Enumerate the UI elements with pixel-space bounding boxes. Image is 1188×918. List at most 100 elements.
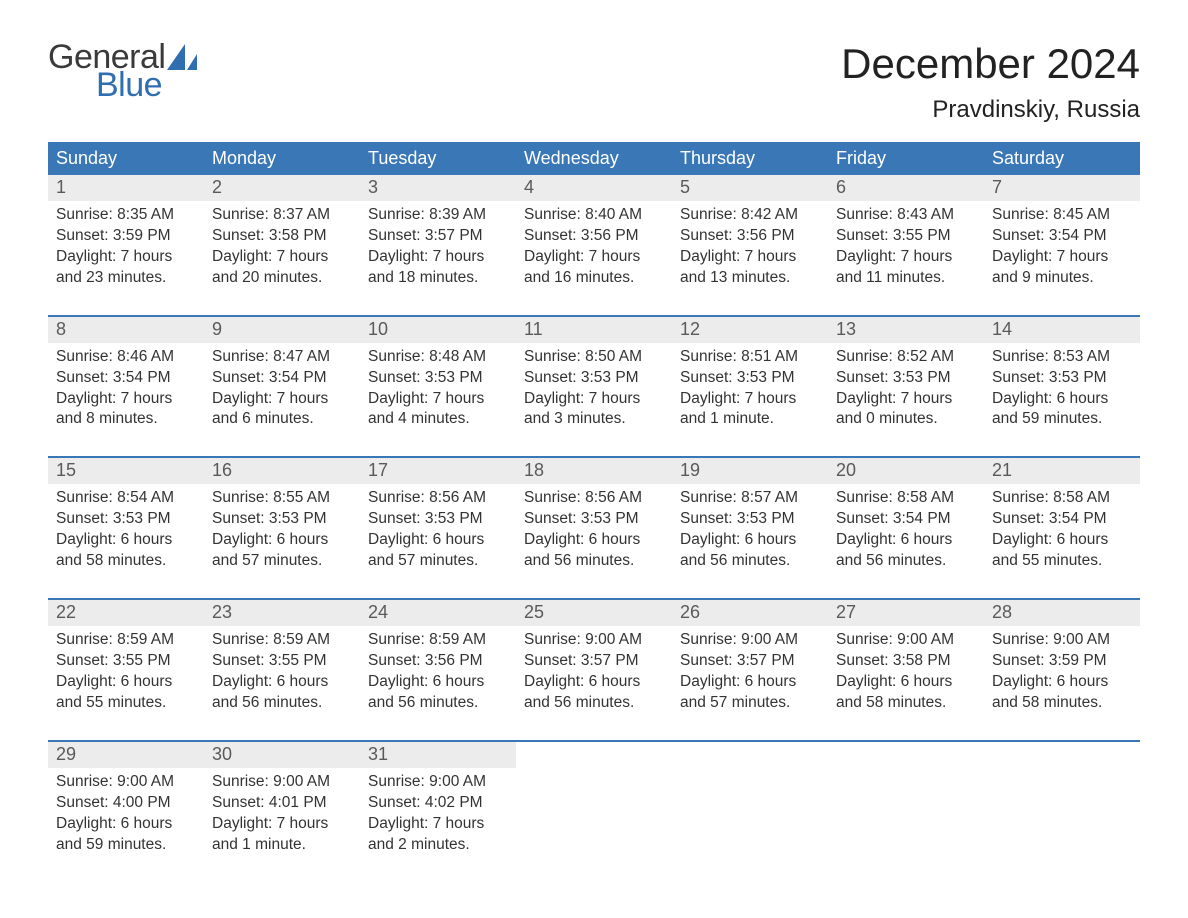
day-body: Sunrise: 8:59 AMSunset: 3:56 PMDaylight:… bbox=[360, 626, 516, 722]
day-cell: 31 Sunrise: 9:00 AMSunset: 4:02 PMDayligh… bbox=[360, 742, 516, 864]
day-body: Sunrise: 8:35 AMSunset: 3:59 PMDaylight:… bbox=[48, 201, 204, 297]
day-line-day1: Daylight: 6 hours bbox=[836, 672, 976, 693]
month-title: December 2024 bbox=[841, 40, 1140, 88]
day-number: 4 bbox=[524, 177, 534, 197]
day-line-sunrise: Sunrise: 8:48 AM bbox=[368, 347, 508, 368]
week-row: 22Sunrise: 8:59 AMSunset: 3:55 PMDayligh… bbox=[48, 598, 1140, 722]
day-number: 3 bbox=[368, 177, 378, 197]
day-number-bar: 15 bbox=[48, 458, 204, 484]
day-line-sunset: Sunset: 3:54 PM bbox=[992, 226, 1132, 247]
day-line-day2: and 2 minutes. bbox=[368, 835, 508, 856]
day-number-bar: 23 bbox=[204, 600, 360, 626]
day-line-sunrise: Sunrise: 8:59 AM bbox=[212, 630, 352, 651]
day-line-day2: and 56 minutes. bbox=[212, 693, 352, 714]
day-line-day1: Daylight: 7 hours bbox=[368, 389, 508, 410]
day-cell: 19Sunrise: 8:57 AMSunset: 3:53 PMDayligh… bbox=[672, 458, 828, 580]
day-body: Sunrise: 9:00 AMSunset: 4:02 PMDaylight:… bbox=[360, 768, 516, 864]
day-number-bar: 18 bbox=[516, 458, 672, 484]
day-header-wednesday: Wednesday bbox=[516, 142, 672, 175]
day-cell: 1Sunrise: 8:35 AMSunset: 3:59 PMDaylight… bbox=[48, 175, 204, 297]
week-row: 1Sunrise: 8:35 AMSunset: 3:59 PMDaylight… bbox=[48, 175, 1140, 297]
day-line-sunset: Sunset: 3:53 PM bbox=[368, 368, 508, 389]
day-header-friday: Friday bbox=[828, 142, 984, 175]
day-line-sunset: Sunset: 3:53 PM bbox=[56, 509, 196, 530]
day-number-bar: 28 bbox=[984, 600, 1140, 626]
day-number: 25 bbox=[524, 602, 544, 622]
day-line-day2: and 8 minutes. bbox=[56, 409, 196, 430]
day-line-day1: Daylight: 7 hours bbox=[56, 389, 196, 410]
day-body: Sunrise: 8:50 AMSunset: 3:53 PMDaylight:… bbox=[516, 343, 672, 439]
day-line-day1: Daylight: 7 hours bbox=[992, 247, 1132, 268]
day-body: Sunrise: 8:48 AMSunset: 3:53 PMDaylight:… bbox=[360, 343, 516, 439]
logo: General Blue bbox=[48, 40, 197, 102]
day-number-bar: 1 bbox=[48, 175, 204, 201]
day-line-sunrise: Sunrise: 8:55 AM bbox=[212, 488, 352, 509]
day-number: 29 bbox=[56, 744, 76, 764]
day-line-day1: Daylight: 7 hours bbox=[836, 247, 976, 268]
day-line-sunrise: Sunrise: 9:00 AM bbox=[368, 772, 508, 793]
day-body: Sunrise: 9:00 AMSunset: 3:59 PMDaylight:… bbox=[984, 626, 1140, 722]
day-line-day2: and 59 minutes. bbox=[992, 409, 1132, 430]
day-number-bar: 6 bbox=[828, 175, 984, 201]
day-number-bar: 21 bbox=[984, 458, 1140, 484]
day-body: Sunrise: 8:39 AMSunset: 3:57 PMDaylight:… bbox=[360, 201, 516, 297]
day-line-day1: Daylight: 7 hours bbox=[212, 247, 352, 268]
day-cell: 18 Sunrise: 8:56 AMSunset: 3:53 PMDayligh… bbox=[516, 458, 672, 580]
day-line-sunrise: Sunrise: 9:00 AM bbox=[680, 630, 820, 651]
day-line-sunrise: Sunrise: 8:50 AM bbox=[524, 347, 664, 368]
day-number-bar: 27 bbox=[828, 600, 984, 626]
day-cell: 28 Sunrise: 9:00 AMSunset: 3:59 PMDayligh… bbox=[984, 600, 1140, 722]
day-number: 22 bbox=[56, 602, 76, 622]
day-line-day1: Daylight: 7 hours bbox=[212, 814, 352, 835]
day-cell: 11Sunrise: 8:50 AMSunset: 3:53 PMDayligh… bbox=[516, 317, 672, 439]
day-line-sunrise: Sunrise: 8:37 AM bbox=[212, 205, 352, 226]
day-body: Sunrise: 8:59 AMSunset: 3:55 PMDaylight:… bbox=[48, 626, 204, 722]
day-line-day2: and 55 minutes. bbox=[992, 551, 1132, 572]
week-row: 8Sunrise: 8:46 AMSunset: 3:54 PMDaylight… bbox=[48, 315, 1140, 439]
day-line-sunset: Sunset: 4:02 PM bbox=[368, 793, 508, 814]
day-body: Sunrise: 8:37 AMSunset: 3:58 PMDaylight:… bbox=[204, 201, 360, 297]
day-line-day2: and 1 minute. bbox=[680, 409, 820, 430]
day-line-sunrise: Sunrise: 8:58 AM bbox=[836, 488, 976, 509]
day-number: 31 bbox=[368, 744, 388, 764]
day-line-day1: Daylight: 6 hours bbox=[56, 530, 196, 551]
day-line-day1: Daylight: 6 hours bbox=[524, 530, 664, 551]
day-line-day1: Daylight: 6 hours bbox=[56, 672, 196, 693]
day-line-day1: Daylight: 7 hours bbox=[836, 389, 976, 410]
day-line-day1: Daylight: 6 hours bbox=[680, 530, 820, 551]
day-line-day2: and 57 minutes. bbox=[680, 693, 820, 714]
day-line-day2: and 18 minutes. bbox=[368, 268, 508, 289]
day-line-sunset: Sunset: 4:00 PM bbox=[56, 793, 196, 814]
day-body: Sunrise: 8:56 AMSunset: 3:53 PMDaylight:… bbox=[516, 484, 672, 580]
week-row: 29Sunrise: 9:00 AMSunset: 4:00 PMDayligh… bbox=[48, 740, 1140, 864]
day-line-sunrise: Sunrise: 8:46 AM bbox=[56, 347, 196, 368]
day-cell bbox=[672, 742, 828, 864]
day-line-sunset: Sunset: 3:53 PM bbox=[524, 368, 664, 389]
day-cell: 23Sunrise: 8:59 AMSunset: 3:55 PMDayligh… bbox=[204, 600, 360, 722]
day-line-day1: Daylight: 6 hours bbox=[836, 530, 976, 551]
day-number: 28 bbox=[992, 602, 1012, 622]
day-line-sunset: Sunset: 3:58 PM bbox=[836, 651, 976, 672]
day-number-bar: 10 bbox=[360, 317, 516, 343]
page-header: General Blue December 2024 Pravdinskiy, … bbox=[48, 40, 1140, 124]
day-line-day2: and 56 minutes. bbox=[524, 551, 664, 572]
day-number: 21 bbox=[992, 460, 1012, 480]
day-line-sunrise: Sunrise: 9:00 AM bbox=[56, 772, 196, 793]
day-line-day2: and 3 minutes. bbox=[524, 409, 664, 430]
day-line-sunset: Sunset: 3:55 PM bbox=[56, 651, 196, 672]
day-number-bar: 16 bbox=[204, 458, 360, 484]
day-line-sunset: Sunset: 3:59 PM bbox=[56, 226, 196, 247]
day-line-sunrise: Sunrise: 8:39 AM bbox=[368, 205, 508, 226]
day-cell: 10 Sunrise: 8:48 AMSunset: 3:53 PMDayligh… bbox=[360, 317, 516, 439]
day-line-day1: Daylight: 6 hours bbox=[992, 672, 1132, 693]
day-line-day2: and 23 minutes. bbox=[56, 268, 196, 289]
calendar: Sunday Monday Tuesday Wednesday Thursday… bbox=[48, 142, 1140, 863]
day-number-bar: 30 bbox=[204, 742, 360, 768]
day-body: Sunrise: 8:42 AMSunset: 3:56 PMDaylight:… bbox=[672, 201, 828, 297]
day-number: 18 bbox=[524, 460, 544, 480]
day-number: 10 bbox=[368, 319, 388, 339]
week-spacer bbox=[48, 438, 1140, 456]
day-number: 7 bbox=[992, 177, 1002, 197]
day-number-bar: 20 bbox=[828, 458, 984, 484]
day-line-day1: Daylight: 7 hours bbox=[368, 814, 508, 835]
